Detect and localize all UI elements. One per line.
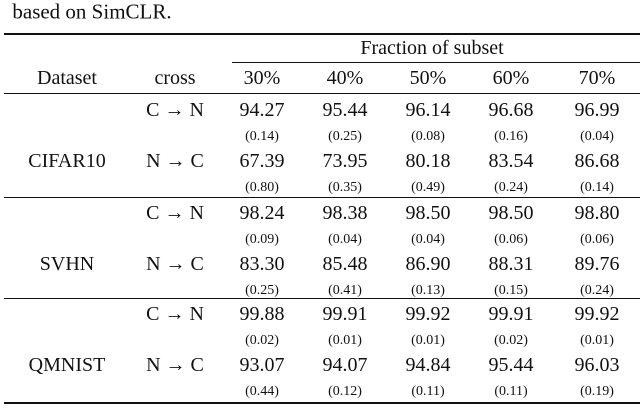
header-subrule — [232, 62, 640, 63]
value-cell: 86.90 — [405, 253, 451, 275]
value-cell: 99.92 — [405, 303, 451, 325]
value-cell: 98.50 — [488, 202, 534, 224]
std-cell: (0.35) — [328, 180, 362, 195]
cross-label: C → N — [146, 99, 204, 121]
std-cell: (0.01) — [411, 333, 445, 348]
top-rule — [4, 33, 640, 35]
column-header: 50% — [409, 67, 447, 89]
value-cell: 99.91 — [322, 303, 368, 325]
value-cell: 93.07 — [239, 354, 285, 376]
std-cell: (0.16) — [494, 129, 528, 144]
std-cell: (0.24) — [494, 180, 528, 195]
std-cell: (0.11) — [411, 384, 445, 399]
std-cell: (0.11) — [494, 384, 528, 399]
column-header: 30% — [243, 67, 281, 89]
value-cell: 98.24 — [239, 202, 285, 224]
std-cell: (0.08) — [411, 129, 445, 144]
group-rule — [4, 298, 640, 299]
dataset-label: QMNIST — [28, 354, 106, 376]
std-cell: (0.41) — [328, 283, 362, 298]
value-cell: 96.68 — [488, 99, 534, 121]
column-header: cross — [154, 67, 196, 89]
std-cell: (0.25) — [328, 129, 362, 144]
std-cell: (0.12) — [328, 384, 362, 399]
std-cell: (0.01) — [580, 333, 614, 348]
value-cell: 83.54 — [488, 150, 534, 172]
value-cell: 83.30 — [239, 253, 285, 275]
std-cell: (0.09) — [245, 232, 279, 247]
std-cell: (0.24) — [580, 283, 614, 298]
value-cell: 98.38 — [322, 202, 368, 224]
value-cell: 96.14 — [405, 99, 451, 121]
cross-label: C → N — [146, 202, 204, 224]
value-cell: 95.44 — [322, 99, 368, 121]
value-cell: 94.84 — [405, 354, 451, 376]
cross-label: N → C — [146, 150, 204, 172]
dataset-label: CIFAR10 — [28, 150, 106, 172]
value-cell: 98.50 — [405, 202, 451, 224]
value-cell: 88.31 — [488, 253, 534, 275]
std-cell: (0.14) — [245, 129, 279, 144]
column-header: 40% — [326, 67, 364, 89]
std-cell: (0.04) — [580, 129, 614, 144]
group-rule — [4, 402, 640, 404]
value-cell: 94.27 — [239, 99, 285, 121]
std-cell: (0.04) — [328, 232, 362, 247]
std-cell: (0.02) — [245, 333, 279, 348]
value-cell: 96.03 — [574, 354, 620, 376]
value-cell: 80.18 — [405, 150, 451, 172]
cross-label: N → C — [146, 253, 204, 275]
value-cell: 99.88 — [239, 303, 285, 325]
std-cell: (0.06) — [494, 232, 528, 247]
header-rule — [4, 93, 640, 94]
std-cell: (0.01) — [328, 333, 362, 348]
std-cell: (0.49) — [411, 180, 445, 195]
column-header: Dataset — [37, 67, 97, 89]
column-group-header: Fraction of subset — [360, 37, 504, 59]
column-header: 70% — [578, 67, 616, 89]
std-cell: (0.80) — [245, 180, 279, 195]
value-cell: 85.48 — [322, 253, 368, 275]
value-cell: 98.80 — [574, 202, 620, 224]
std-cell: (0.19) — [580, 384, 614, 399]
column-header: 60% — [492, 67, 530, 89]
dataset-label: SVHN — [39, 253, 95, 275]
std-cell: (0.14) — [580, 180, 614, 195]
group-rule — [4, 197, 640, 198]
value-cell: 67.39 — [239, 150, 285, 172]
value-cell: 86.68 — [574, 150, 620, 172]
value-cell: 96.99 — [574, 99, 620, 121]
cross-label: N → C — [146, 354, 204, 376]
std-cell: (0.25) — [245, 283, 279, 298]
std-cell: (0.06) — [580, 232, 614, 247]
std-cell: (0.15) — [494, 283, 528, 298]
cross-label: C → N — [146, 303, 204, 325]
std-cell: (0.44) — [245, 384, 279, 399]
std-cell: (0.02) — [494, 333, 528, 348]
value-cell: 89.76 — [574, 253, 620, 275]
value-cell: 99.91 — [488, 303, 534, 325]
value-cell: 94.07 — [322, 354, 368, 376]
value-cell: 95.44 — [488, 354, 534, 376]
value-cell: 73.95 — [322, 150, 368, 172]
caption: based on SimCLR. — [12, 0, 172, 24]
std-cell: (0.04) — [411, 232, 445, 247]
std-cell: (0.13) — [411, 283, 445, 298]
value-cell: 99.92 — [574, 303, 620, 325]
